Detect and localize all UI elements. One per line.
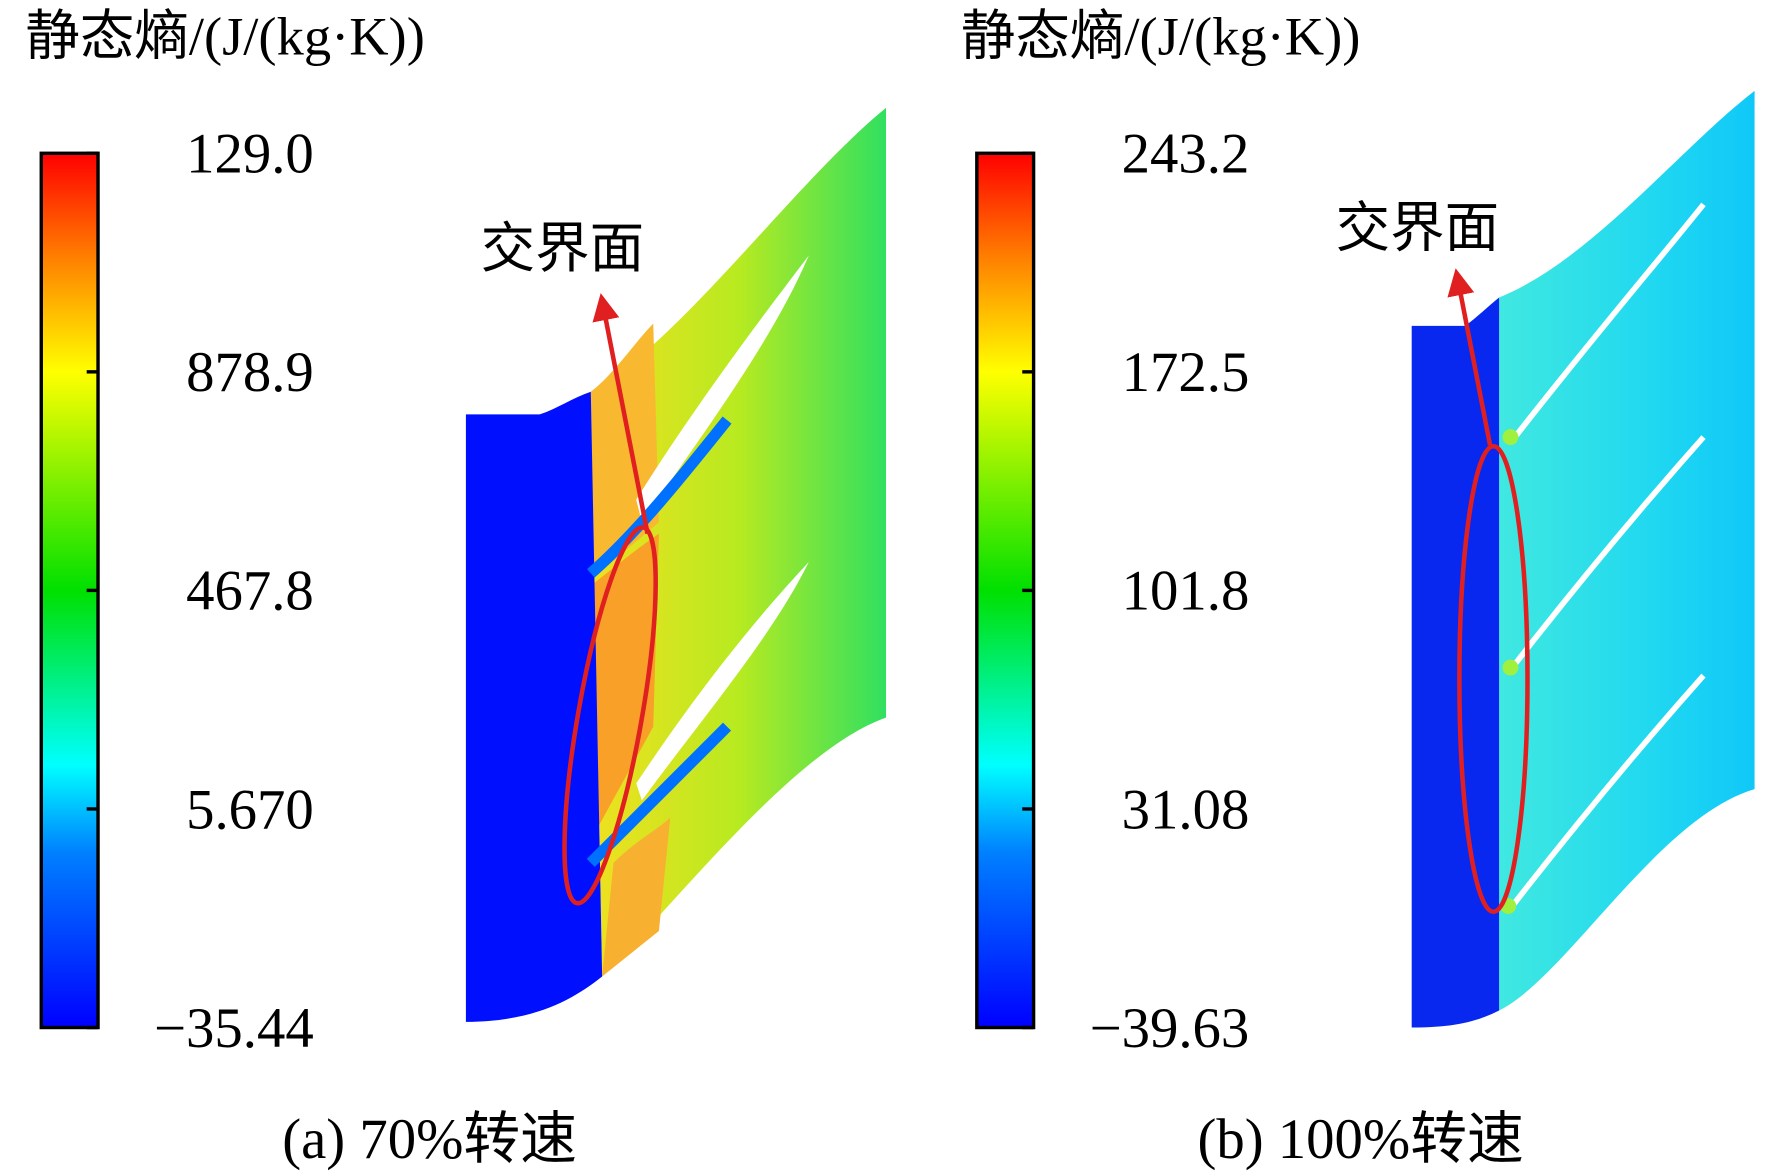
colorbar-tick-label: 172.5 (1122, 341, 1250, 404)
caption: (b) 100%转速 (1197, 1108, 1523, 1171)
colorbar-tick-label: 101.8 (1122, 560, 1250, 623)
colorbar-tick-label: 467.8 (186, 560, 314, 623)
annotation: 交界面 (1336, 197, 1499, 258)
contour-a (465, 107, 886, 1022)
panel: 静态熵/(J/(kg·K)) 129.0 878.9 467.8 5.670 −35.44… (25, 5, 644, 1171)
colorbar-tick-label: −39.63 (1090, 997, 1250, 1060)
colorbar-title: 静态熵/(J/(kg·K)) (25, 5, 424, 66)
colorbar-tick-label: 5.670 (186, 778, 314, 841)
panel: 静态熵/(J/(kg·K)) 243.2 172.5 101.8 31.08 −39.63… (961, 5, 1524, 1171)
colorbar-tick-label: 878.9 (186, 341, 314, 404)
colorbar-tick-label: 243.2 (1122, 123, 1250, 186)
colorbar-title: 静态熵/(J/(kg·K)) (961, 5, 1360, 66)
annotation: 交界面 (481, 218, 644, 279)
colorbar-tick-label: 31.08 (1122, 778, 1250, 841)
caption: (a) 70%转速 (282, 1108, 577, 1171)
colorbar-tick-label: −35.44 (154, 997, 314, 1060)
colorbar-tick-label: 129.0 (186, 123, 314, 186)
contour-b (1411, 90, 1755, 1028)
